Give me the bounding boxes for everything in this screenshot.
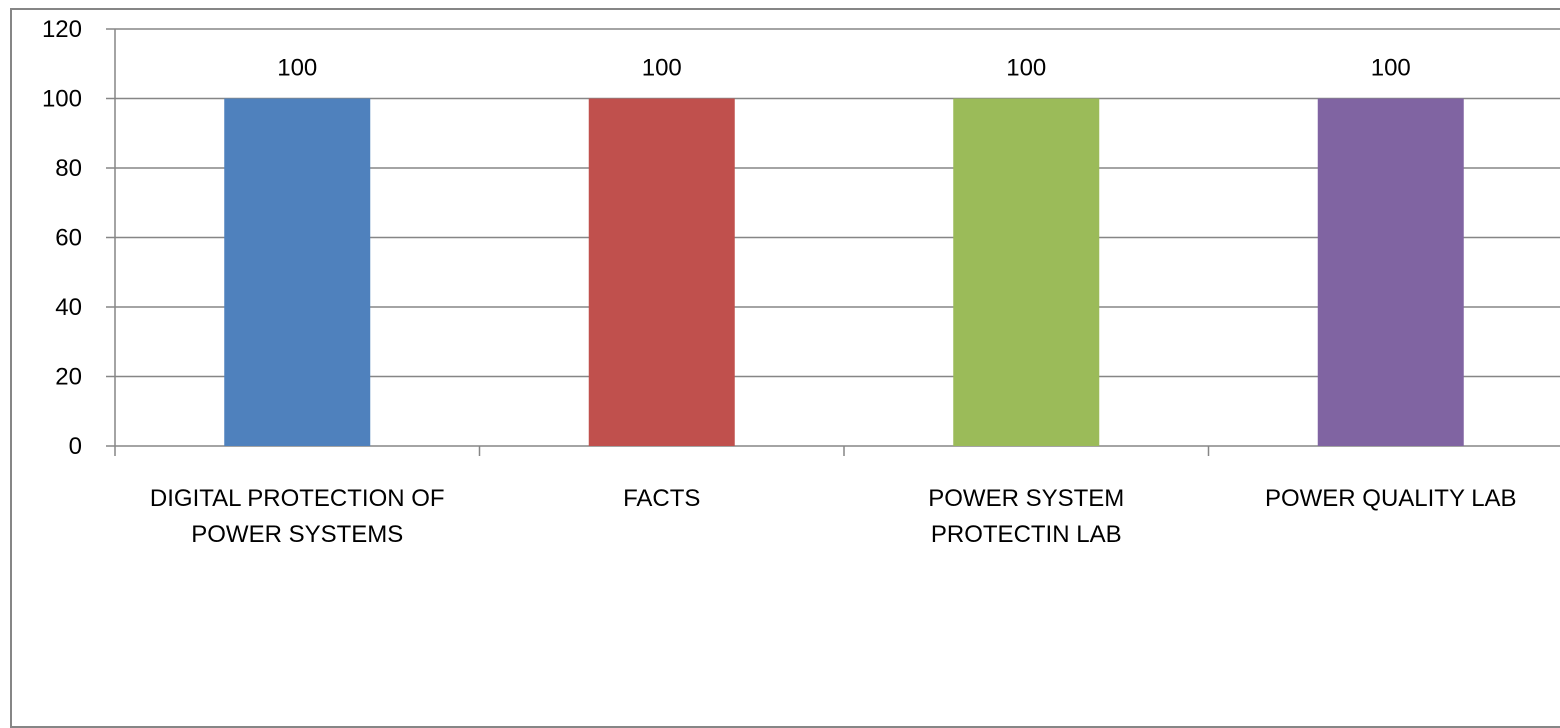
- y-tick-label: 120: [42, 16, 82, 43]
- bar-chart: 0 20 40 60 80 100 120 100 DIGITAL PROTECTION OF…: [42, 16, 1560, 549]
- labels: 100 DIGITAL PROTECTION OF POWER SYSTEMS 100…: [150, 55, 1517, 549]
- category-label: FACTS: [623, 485, 700, 512]
- y-tick-label: 80: [55, 155, 82, 182]
- bar: [224, 98, 371, 446]
- data-label: 100: [642, 55, 682, 82]
- y-tick-label: 100: [42, 86, 82, 113]
- category-label: POWER SYSTEMS: [191, 521, 403, 548]
- bar: [953, 98, 1100, 446]
- category-label: POWER SYSTEM: [928, 485, 1124, 512]
- category-label: PROTECTIN LAB: [931, 521, 1122, 548]
- bars: [224, 98, 1464, 446]
- category-label: DIGITAL PROTECTION OF: [150, 485, 445, 512]
- category-label: POWER QUALITY LAB: [1265, 485, 1517, 512]
- data-label: 100: [277, 55, 317, 82]
- y-tick-label: 20: [55, 364, 82, 391]
- y-tick-label: 0: [69, 433, 82, 460]
- data-label: 100: [1006, 55, 1046, 82]
- y-tick-label: 40: [55, 294, 82, 321]
- bar: [588, 98, 735, 446]
- bar: [1317, 98, 1464, 446]
- data-label: 100: [1371, 55, 1411, 82]
- y-tick-label: 60: [55, 225, 82, 252]
